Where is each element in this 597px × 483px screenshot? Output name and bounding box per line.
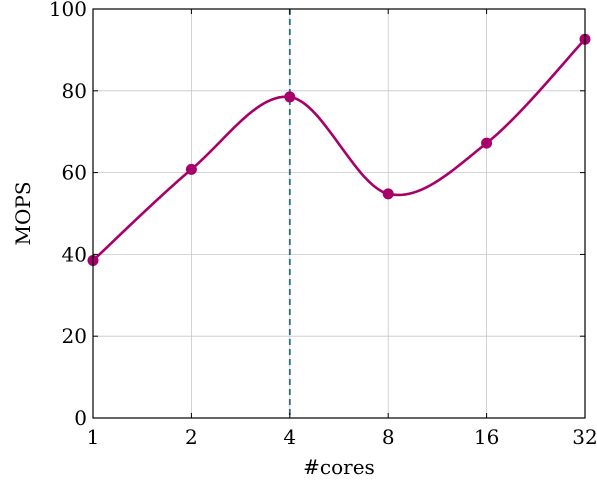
y-tick-label: 80 (62, 79, 87, 103)
x-tick-label: 16 (474, 425, 499, 449)
grid (92, 8, 586, 419)
x-tick-label: 2 (185, 425, 198, 449)
y-tick-label: 20 (62, 324, 87, 348)
series-layer (87, 33, 591, 267)
y-axis-ticks: 0 20 40 60 80 100 (49, 0, 585, 430)
x-axis-ticks: 1 2 4 8 16 32 (87, 9, 597, 449)
data-point (284, 91, 296, 103)
x-tick-label: 1 (87, 425, 100, 449)
data-point (481, 137, 493, 149)
y-tick-label: 60 (62, 161, 87, 185)
x-tick-label: 32 (572, 425, 597, 449)
y-tick-label: 40 (62, 242, 87, 266)
series-line (92, 38, 586, 262)
y-axis-title: MOPS (11, 181, 35, 245)
y-tick-label: 100 (49, 0, 87, 21)
x-tick-label: 8 (382, 425, 395, 449)
y-tick-label: 0 (74, 406, 87, 430)
data-point (185, 163, 197, 175)
plot-frame (92, 8, 586, 419)
x-tick-label: 4 (283, 425, 296, 449)
x-axis-title: #cores (303, 455, 375, 479)
data-point (382, 188, 394, 200)
